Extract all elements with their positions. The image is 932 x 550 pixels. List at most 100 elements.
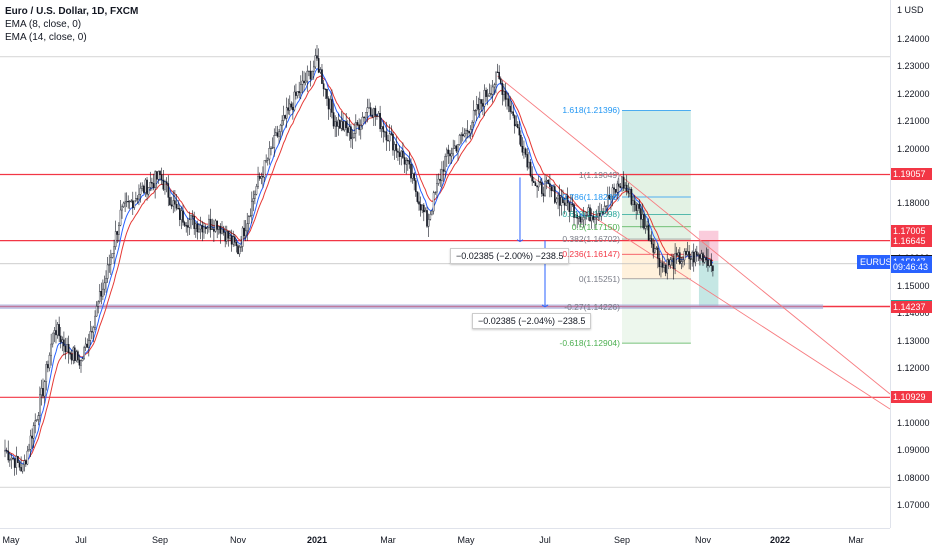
candle-body (614, 189, 617, 193)
candle-body (42, 388, 44, 397)
position-target-zone (698, 260, 719, 307)
candle-body (29, 435, 32, 450)
candle-body (83, 347, 85, 359)
candle-body (377, 113, 380, 117)
candle-body (624, 184, 626, 189)
candle-body (400, 150, 403, 157)
candle-body (155, 171, 158, 180)
chart-legend: Euro / U.S. Dollar, 1D, FXCM EMA (8, clo… (5, 5, 138, 44)
candle-body (348, 126, 351, 133)
candle-body (31, 435, 33, 439)
candle-body (306, 70, 309, 82)
candle-body (103, 282, 106, 290)
candle-body (131, 200, 134, 208)
candle-body (133, 200, 136, 208)
candle-body (285, 107, 288, 119)
currency-label[interactable]: 1 USD (897, 5, 924, 15)
candle-body (240, 246, 242, 248)
candle-body (374, 108, 377, 116)
y-tick-label: 1.14000 (897, 308, 930, 319)
candle-body (371, 114, 374, 118)
candle-body (488, 93, 491, 97)
price-axis[interactable]: 1 USD 1.24000 1.23000 1.22000 1.21000 1.2000… (890, 0, 932, 528)
candle-body (81, 358, 84, 361)
candle-body (151, 182, 153, 184)
candle-body (174, 200, 176, 205)
candle-body (512, 111, 514, 116)
candle-body (20, 467, 22, 472)
measure-label-1: −0.02385 (−2.00%) −238.5 (450, 248, 570, 264)
candle-body (106, 264, 109, 279)
candle-body (382, 126, 385, 133)
candle-body (441, 169, 443, 181)
candle-body (230, 235, 233, 245)
candle-body (516, 124, 519, 128)
candle-body (393, 144, 396, 151)
candle-body (170, 204, 173, 207)
candle-body (668, 259, 670, 266)
candle-body (657, 247, 659, 259)
candle-body (376, 115, 378, 117)
candle-body (40, 388, 43, 396)
candle-body (327, 98, 330, 110)
candle-body (510, 111, 513, 113)
candle-body (157, 171, 160, 180)
candle-body (257, 176, 259, 187)
candle-body (584, 215, 586, 218)
candle-body (397, 150, 399, 153)
candle-body (523, 148, 525, 153)
candle-body (618, 183, 620, 187)
candle-body (199, 225, 202, 230)
candle-body (350, 126, 352, 140)
candle-body (21, 464, 24, 472)
chart-area[interactable]: Euro / U.S. Dollar, 1D, FXCM EMA (8, clo… (0, 0, 890, 528)
candle-body (610, 195, 612, 200)
candle-body (58, 324, 60, 337)
time-axis[interactable]: May Jul Sep Nov 2021 Mar May Jul Sep Nov 2022 Mar (0, 528, 890, 550)
candle-body (262, 176, 264, 178)
candle-body (32, 425, 35, 439)
candle-body (17, 455, 19, 463)
candle-body (466, 130, 469, 132)
fib-label: 1.618(1.21396) (562, 105, 620, 116)
candle-body (411, 173, 414, 179)
candle-body (298, 91, 300, 94)
candle-body (122, 202, 125, 207)
candle-body (671, 257, 673, 260)
candle-body (48, 354, 51, 369)
candle-body (266, 158, 269, 161)
y-tick-label: 1.12000 (897, 362, 930, 373)
candle-body (169, 197, 171, 206)
candle-body (55, 330, 57, 336)
candle-body (608, 195, 611, 200)
candle-body (160, 174, 163, 181)
candle-body (178, 208, 181, 220)
candle-body (380, 126, 383, 130)
candle-body (124, 201, 126, 204)
x-tick-label: 2021 (306, 535, 328, 545)
candle-body (447, 149, 450, 154)
legend-title[interactable]: Euro / U.S. Dollar, 1D, FXCM (5, 6, 139, 17)
candle-body (463, 133, 466, 137)
candle-body (570, 203, 572, 212)
candle-body (474, 110, 477, 112)
legend-ema14[interactable]: EMA (14, close, 0) (5, 32, 87, 43)
candle-body (627, 190, 630, 194)
candle-body (699, 254, 701, 259)
candle-body (339, 119, 341, 129)
candle-body (585, 215, 588, 217)
candle-body (450, 153, 453, 157)
candle-body (402, 150, 404, 158)
candle-body (342, 121, 344, 131)
x-tick-label: Jul (75, 535, 87, 545)
candle-body (97, 301, 99, 307)
candle-body (136, 198, 139, 200)
candle-body (165, 181, 168, 184)
symbol-tag: EURUSD (857, 255, 890, 269)
candle-body (188, 219, 191, 228)
candle-body (403, 157, 406, 165)
legend-ema8[interactable]: EMA (8, close, 0) (5, 19, 82, 30)
candle-body (329, 99, 332, 110)
candle-body (630, 189, 633, 205)
candle-body (452, 147, 455, 155)
